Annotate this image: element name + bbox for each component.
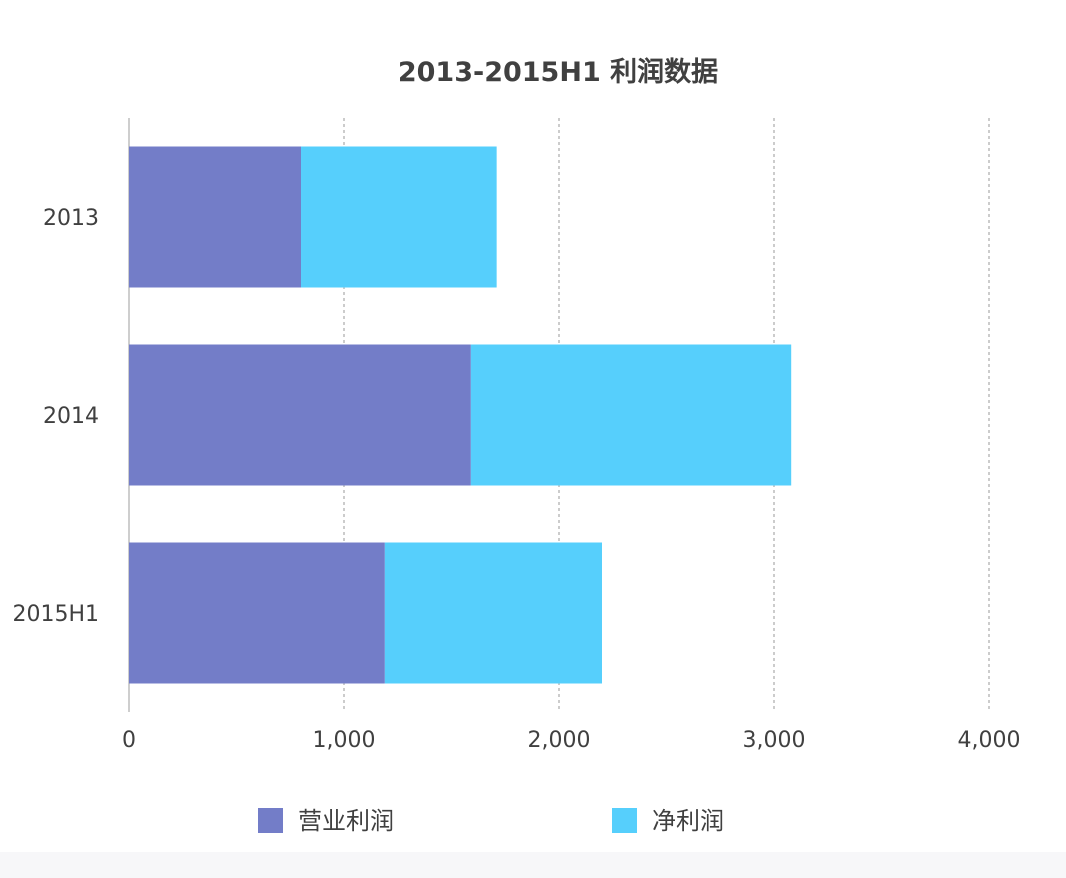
bar-2015H1-series-0 <box>129 542 385 684</box>
bar-2014-series-0 <box>129 344 471 486</box>
bars <box>129 146 792 684</box>
x-tick-labels: 0 1,000 2,000 3,000 4,000 <box>122 728 1020 753</box>
bar-2015H1-series-1 <box>384 542 602 684</box>
x-tick-label: 0 <box>122 728 136 753</box>
category-label: 2014 <box>43 404 99 429</box>
x-tick-label: 1,000 <box>313 728 376 753</box>
legend-label-1: 净利润 <box>652 807 724 835</box>
category-labels: 2013 2014 2015H1 <box>12 206 99 627</box>
legend-swatch-0 <box>258 808 283 833</box>
bottom-band <box>0 852 1066 878</box>
legend-swatch-1 <box>612 808 637 833</box>
x-tick-label: 3,000 <box>743 728 806 753</box>
legend: 营业利润 净利润 <box>258 807 724 835</box>
bar-2013-series-1 <box>301 146 497 288</box>
bar-2013-series-0 <box>129 146 301 288</box>
chart-title: 2013-2015H1 利润数据 <box>398 56 718 88</box>
bar-2014-series-1 <box>470 344 792 486</box>
legend-label-0: 营业利润 <box>298 807 394 835</box>
category-label: 2015H1 <box>12 602 99 627</box>
x-tick-label: 4,000 <box>958 728 1021 753</box>
category-label: 2013 <box>43 206 99 231</box>
x-tick-label: 2,000 <box>528 728 591 753</box>
